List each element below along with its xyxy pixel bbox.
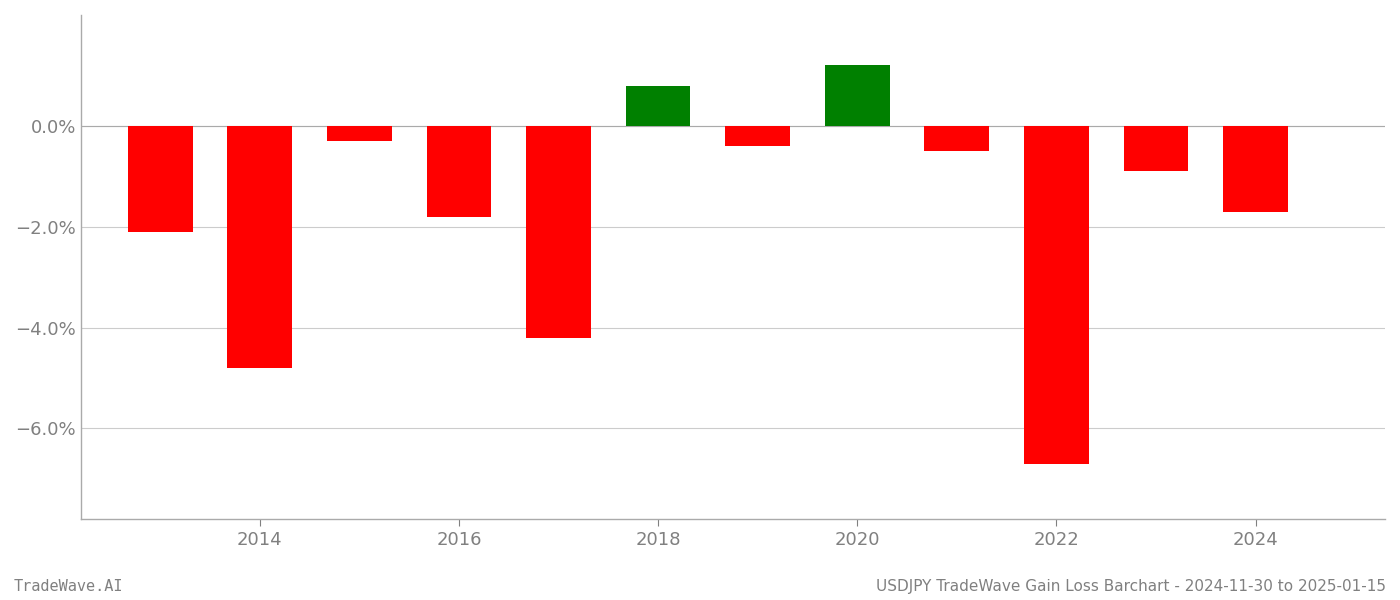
Bar: [227, 126, 293, 368]
Bar: [1023, 126, 1089, 464]
Bar: [1224, 126, 1288, 212]
Bar: [725, 126, 790, 146]
Bar: [626, 86, 690, 126]
Bar: [127, 126, 193, 232]
Text: USDJPY TradeWave Gain Loss Barchart - 2024-11-30 to 2025-01-15: USDJPY TradeWave Gain Loss Barchart - 20…: [876, 579, 1386, 594]
Bar: [924, 126, 990, 151]
Bar: [526, 126, 591, 338]
Bar: [1124, 126, 1189, 172]
Bar: [328, 126, 392, 141]
Text: TradeWave.AI: TradeWave.AI: [14, 579, 123, 594]
Bar: [825, 65, 889, 126]
Bar: [427, 126, 491, 217]
